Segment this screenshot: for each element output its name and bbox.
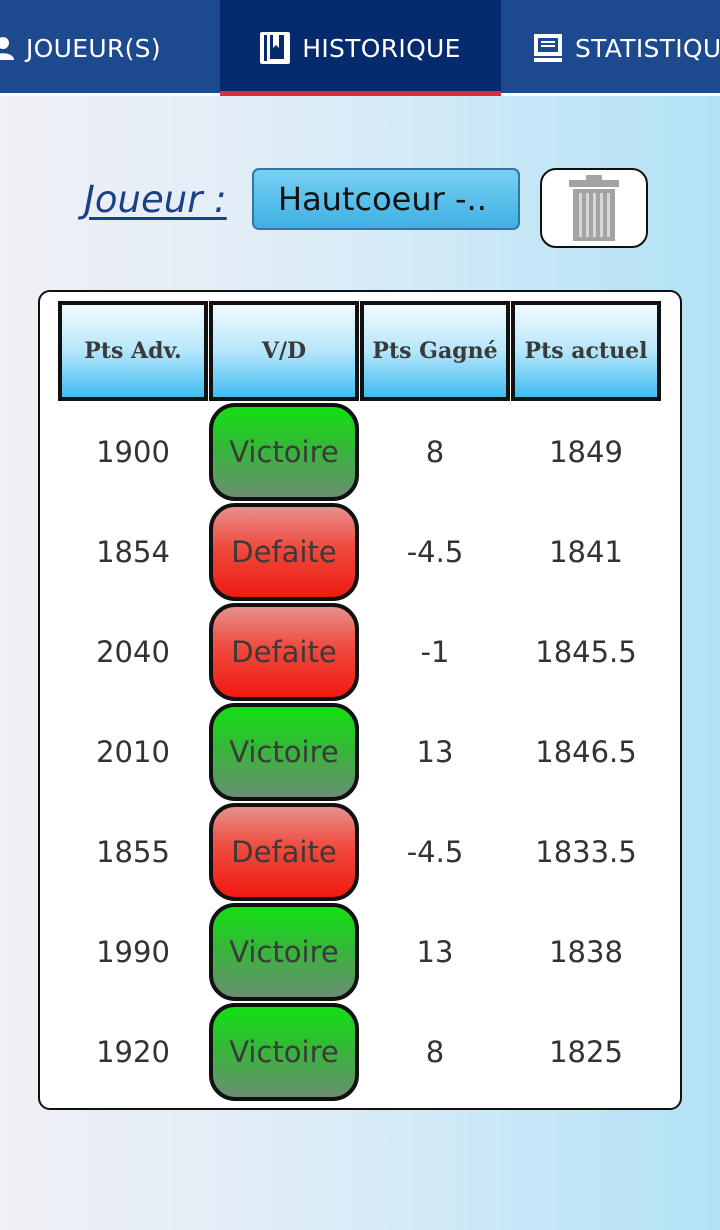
history-table: Pts Adv. V/D Pts Gagné Pts actuel 1900 Vi… [38, 290, 682, 1110]
win-badge: Victoire [209, 403, 359, 501]
trash-icon [567, 175, 621, 241]
book-icon [260, 32, 291, 64]
current-points-cell: 1838 [549, 935, 623, 969]
player-select[interactable]: Hautcoeur -.. [252, 168, 520, 230]
current-points-cell: 1849 [549, 435, 623, 469]
header-result: V/D [209, 301, 359, 401]
opponent-points-cell: 2010 [96, 735, 170, 769]
current-points-cell: 1841 [549, 535, 623, 569]
win-badge: Victoire [209, 903, 359, 1001]
player-label: Joueur : [84, 178, 227, 221]
current-points-cell: 1846.5 [535, 735, 637, 769]
win-badge: Victoire [209, 1003, 359, 1101]
opponent-points-cell: 2040 [96, 635, 170, 669]
points-won-cell: -4.5 [406, 835, 464, 869]
opponent-points-cell: 1990 [96, 935, 170, 969]
points-won-cell: 8 [425, 435, 445, 469]
header-opponent-points: Pts Adv. [58, 301, 208, 401]
points-won-cell: 13 [416, 735, 454, 769]
monitor-icon [533, 33, 563, 63]
header-current-points: Pts actuel [511, 301, 661, 401]
tab-players[interactable]: JOUEUR(S) [0, 0, 210, 96]
current-points-cell: 1845.5 [535, 635, 637, 669]
current-points-cell: 1833.5 [535, 835, 637, 869]
points-won-cell: 8 [425, 1035, 445, 1069]
tab-history-label: HISTORIQUE [302, 33, 461, 63]
points-won-cell: 13 [416, 935, 454, 969]
opponent-points-cell: 1855 [96, 835, 170, 869]
delete-history-button[interactable] [540, 168, 648, 248]
opponent-points-cell: 1854 [96, 535, 170, 569]
opponent-points-cell: 1900 [96, 435, 170, 469]
user-icon [0, 36, 14, 60]
loss-badge: Defaite [209, 603, 359, 701]
tab-history[interactable]: HISTORIQUE [220, 0, 501, 96]
tab-players-label: JOUEUR(S) [26, 33, 161, 63]
current-points-cell: 1825 [549, 1035, 623, 1069]
loss-badge: Defaite [209, 503, 359, 601]
opponent-points-cell: 1920 [96, 1035, 170, 1069]
loss-badge: Defaite [209, 803, 359, 901]
tab-statistics[interactable]: STATISTIQUES [533, 0, 720, 96]
tab-statistics-label: STATISTIQUES [575, 33, 720, 63]
header-points-won: Pts Gagné [360, 301, 510, 401]
points-won-cell: -4.5 [406, 535, 464, 569]
points-won-cell: -1 [420, 635, 450, 669]
top-navigation: JOUEUR(S) HISTORIQUE STATISTIQUES [0, 0, 720, 96]
win-badge: Victoire [209, 703, 359, 801]
